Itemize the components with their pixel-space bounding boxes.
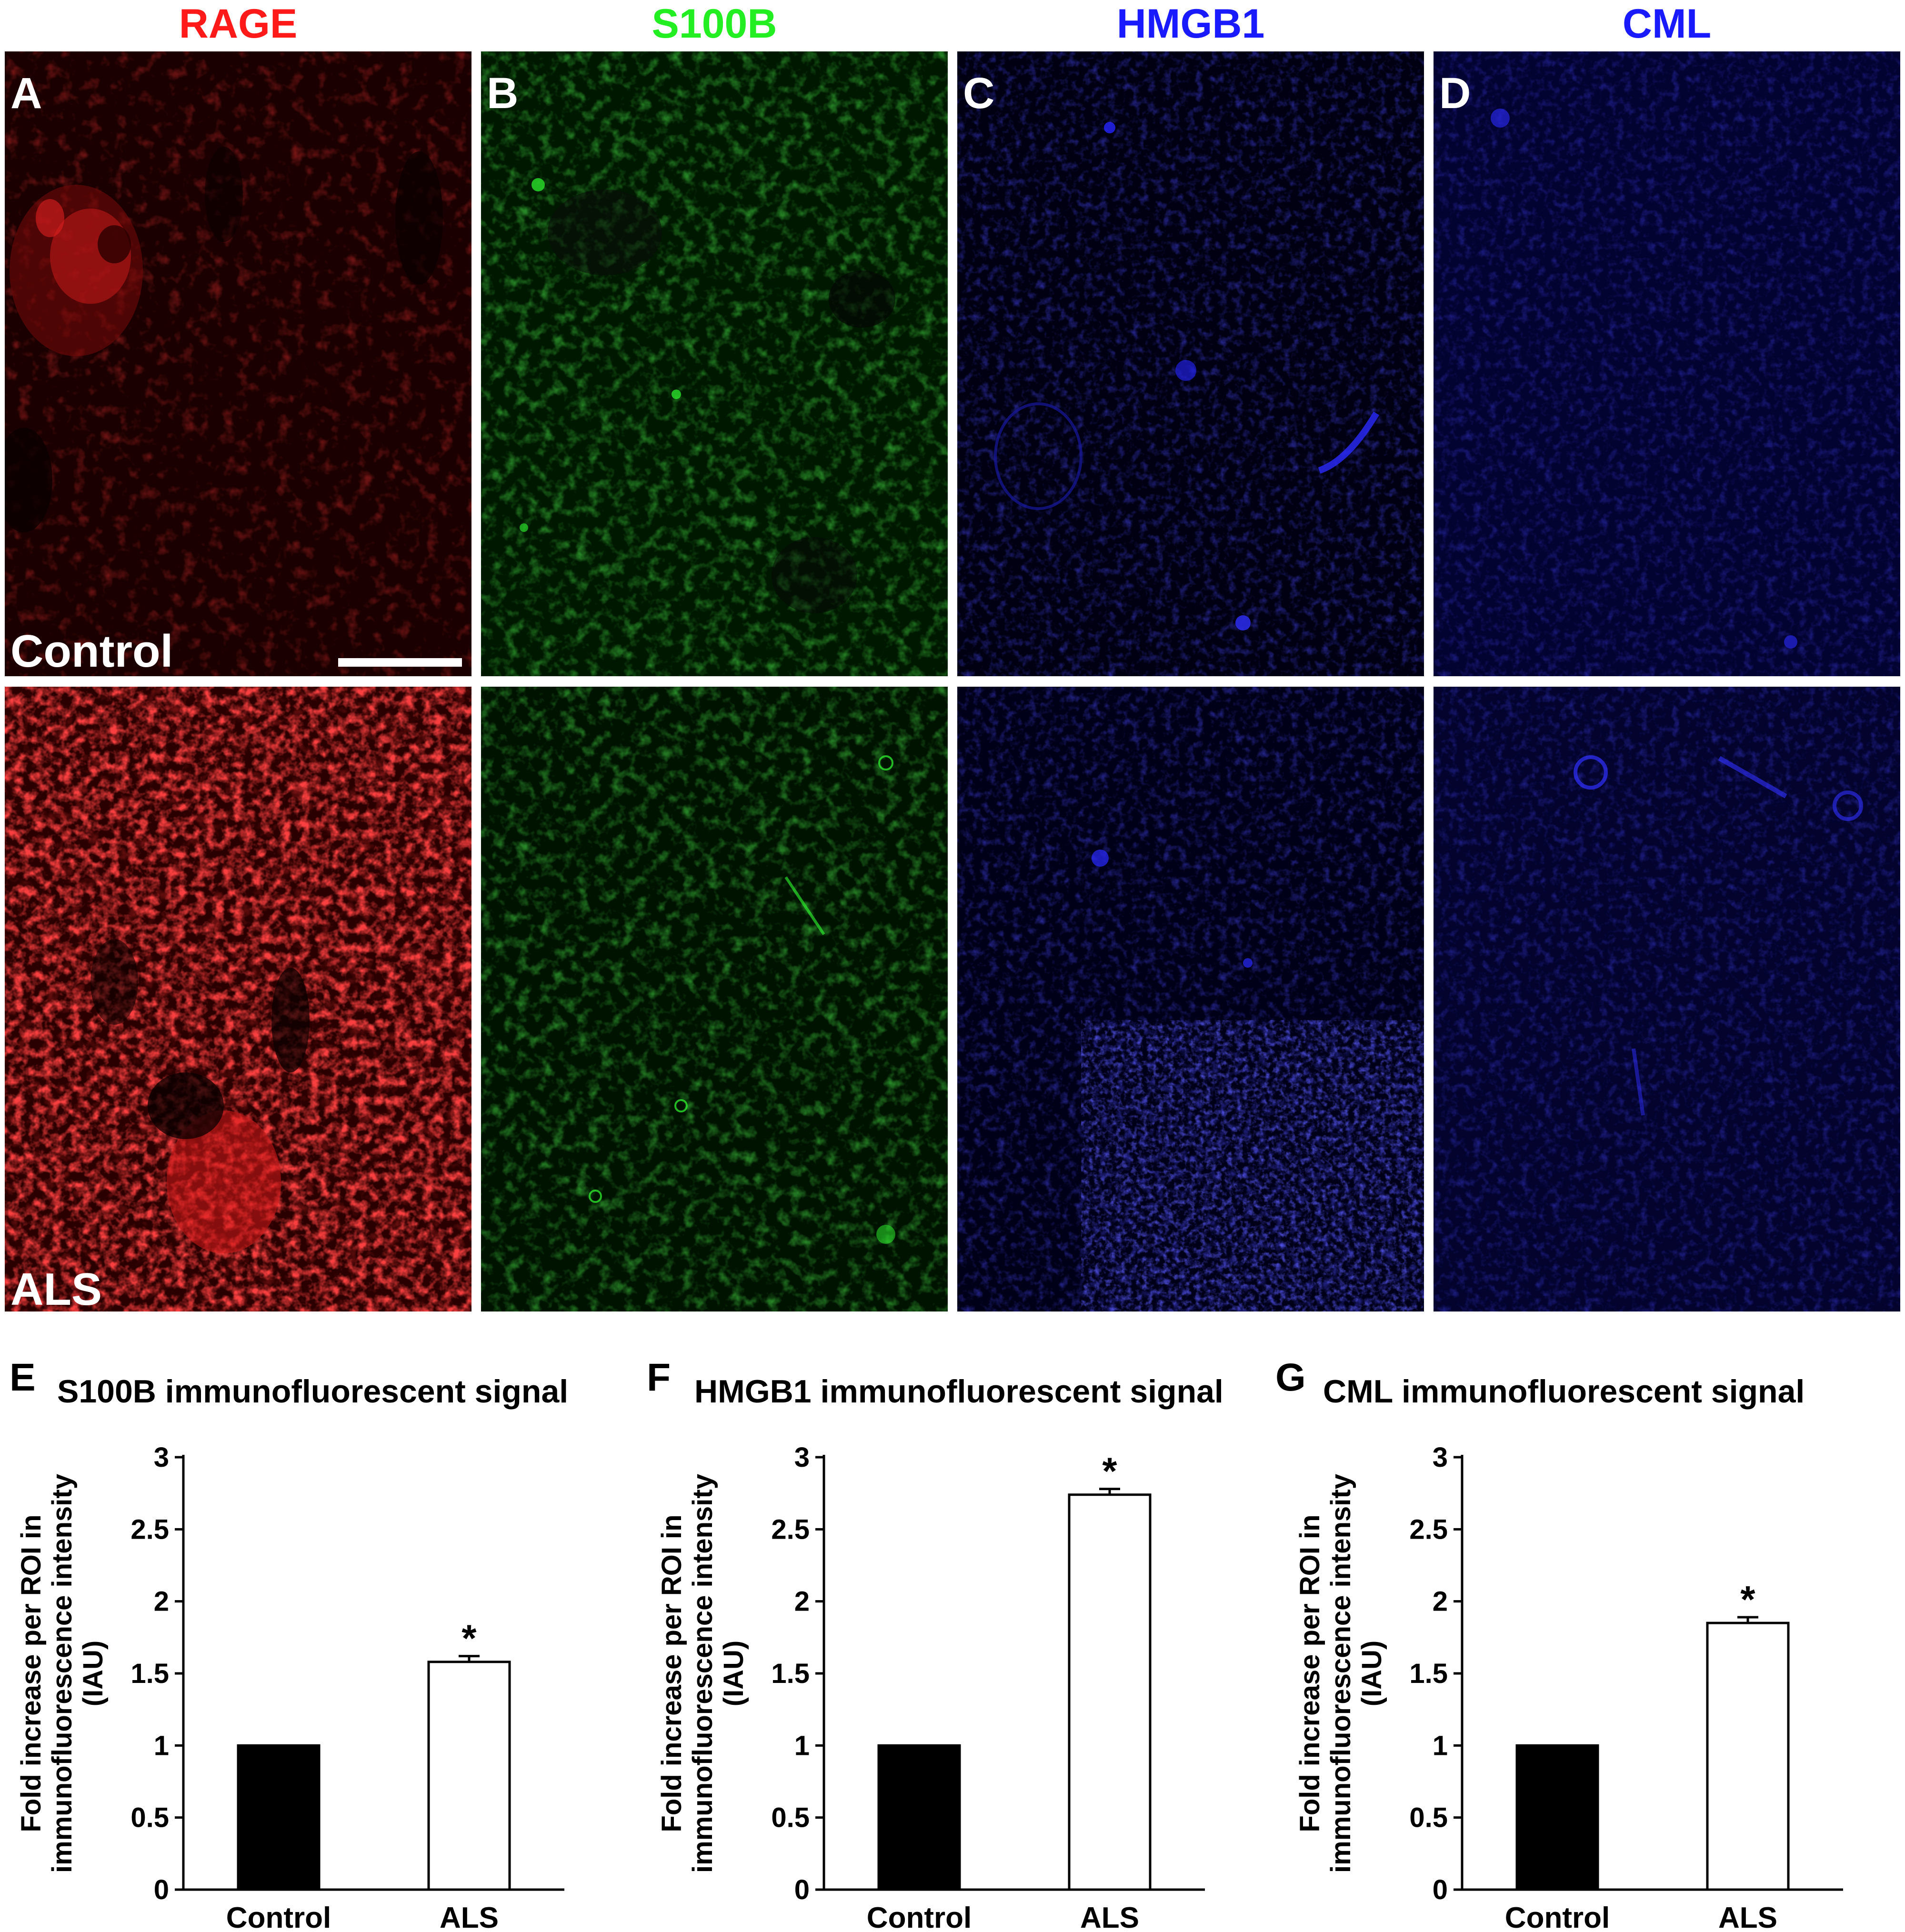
x-tick-label: ALS (1718, 1902, 1777, 1932)
micrograph-s100b-control (481, 51, 948, 676)
column-title-s100b: S100B (652, 1, 777, 47)
bar-als (1706, 1622, 1790, 1891)
y-tick-label: 0 (794, 1874, 810, 1905)
scale-bar (338, 658, 462, 667)
column-title-cml: CML (1622, 1, 1712, 47)
y-tick-label: 2 (794, 1586, 810, 1617)
y-tick-label: 0 (1433, 1874, 1448, 1905)
x-tick-label: Control (867, 1902, 972, 1932)
significance-marker: * (461, 1617, 477, 1660)
micrograph-hmgb1-control (957, 51, 1424, 676)
y-axis-label-line: (IAU) (1356, 1641, 1387, 1707)
micrograph-cml-control (1434, 51, 1900, 676)
y-tick-label: 1.5 (130, 1658, 169, 1689)
bar-als (1068, 1493, 1152, 1891)
column-title-rage: RAGE (179, 1, 298, 47)
y-tick-label: 2 (1433, 1586, 1448, 1617)
panel-label-d: D (1439, 69, 1471, 118)
panel-label-c: C (963, 69, 995, 118)
x-tick-label: ALS (1080, 1902, 1139, 1932)
micrograph-s100b-als (481, 687, 948, 1311)
y-tick-label: 2.5 (130, 1514, 169, 1545)
panel-label-b: B (487, 69, 519, 118)
panel-label-f: F (647, 1356, 671, 1399)
chart-title: HMGB1 immunofluorescent signal (694, 1373, 1223, 1410)
chart-panel-g: G CML immunofluorescent signal Fold increa… (1267, 1333, 1900, 1932)
y-tick-label: 1 (794, 1730, 810, 1761)
x-tick-label: Control (226, 1902, 331, 1932)
y-tick-label: 2.5 (1409, 1514, 1448, 1545)
bar-control (877, 1744, 961, 1891)
y-tick-label: 3 (794, 1442, 810, 1473)
chart-panel-f: F HMGB1 immunofluorescent signal Fold incr… (643, 1333, 1276, 1932)
significance-marker: * (1102, 1450, 1117, 1492)
bar-control (1515, 1744, 1599, 1891)
x-tick-label: ALS (440, 1902, 499, 1932)
y-tick-label: 2.5 (771, 1514, 810, 1545)
y-tick-label: 0.5 (771, 1802, 810, 1833)
y-tick-label: 1.5 (1409, 1658, 1448, 1689)
y-tick-label: 1.5 (771, 1658, 810, 1689)
y-axis-label-line: immunofluorescence intensity (47, 1474, 78, 1873)
y-axis-label-line: immunofluorescence intensity (687, 1474, 718, 1873)
y-tick-label: 3 (154, 1442, 169, 1473)
y-axis-label-line: immunofluorescence intensity (1325, 1474, 1356, 1873)
y-tick-label: 0.5 (1409, 1802, 1448, 1833)
row-label-control: Control (10, 626, 173, 677)
micrograph-rage-als (5, 687, 471, 1311)
significance-marker: * (1740, 1578, 1755, 1621)
y-tick-label: 1 (1433, 1730, 1448, 1761)
chart-title: S100B immunofluorescent signal (57, 1373, 568, 1410)
row-label-als: ALS (10, 1264, 102, 1315)
panel-label-e: E (10, 1356, 36, 1399)
y-axis-label-line: Fold increase per ROI in (16, 1514, 47, 1832)
x-tick-label: Control (1505, 1902, 1610, 1932)
micrograph-rage-control (5, 51, 471, 676)
y-axis-label-line: (IAU) (718, 1641, 749, 1707)
y-axis-label-line: Fold increase per ROI in (1294, 1514, 1325, 1832)
bar-als (427, 1661, 511, 1891)
chart-panel-e: E S100B immunofluorescent signal Fold incr… (0, 1333, 633, 1932)
bar-control (237, 1744, 321, 1891)
micrograph-cml-als (1434, 687, 1900, 1311)
panel-label-g: G (1275, 1356, 1306, 1399)
y-tick-label: 0 (154, 1874, 169, 1905)
micrograph-hmgb1-als (957, 687, 1424, 1311)
y-tick-label: 2 (154, 1586, 169, 1617)
column-title-hmgb1: HMGB1 (1116, 1, 1265, 47)
y-axis-label-line: (IAU) (78, 1641, 109, 1707)
y-axis-label-line: Fold increase per ROI in (656, 1514, 687, 1832)
y-tick-label: 1 (154, 1730, 169, 1761)
y-tick-label: 0.5 (130, 1802, 169, 1833)
panel-label-a: A (10, 69, 42, 118)
y-tick-label: 3 (1433, 1442, 1448, 1473)
chart-title: CML immunofluorescent signal (1323, 1373, 1805, 1410)
